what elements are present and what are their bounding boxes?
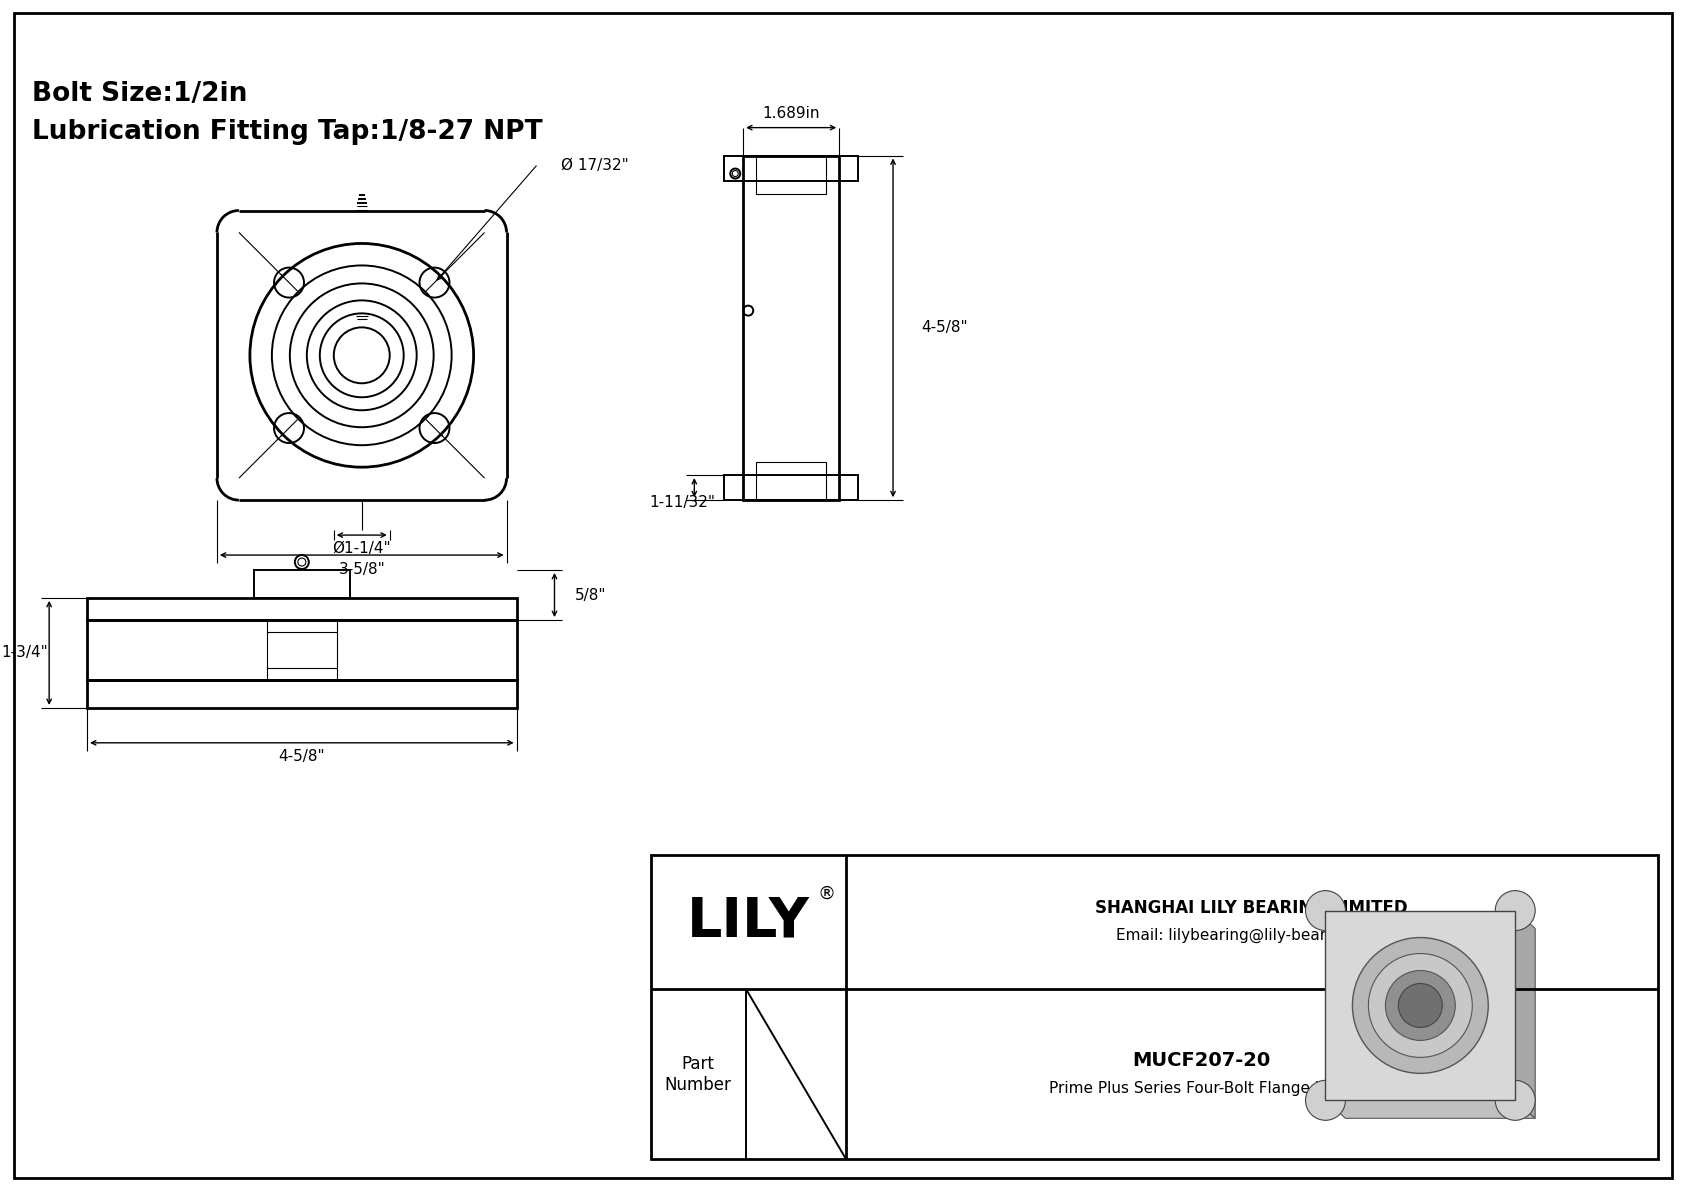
Text: Prime Plus Series Four-Bolt Flange Units: Prime Plus Series Four-Bolt Flange Units xyxy=(1049,1081,1354,1096)
Text: ®: ® xyxy=(817,885,835,903)
Bar xyxy=(88,621,517,680)
Bar xyxy=(88,680,517,707)
Polygon shape xyxy=(1516,911,1536,1118)
Bar xyxy=(88,598,517,621)
Text: 1-11/32": 1-11/32" xyxy=(650,495,716,510)
Text: 1-3/4": 1-3/4" xyxy=(0,646,47,661)
Text: Ø 17/32": Ø 17/32" xyxy=(561,158,630,173)
Circle shape xyxy=(1386,971,1455,1041)
Text: MUCF207-20: MUCF207-20 xyxy=(1133,1050,1271,1070)
Text: 3-5/8": 3-5/8" xyxy=(338,561,386,576)
Text: 1.689in: 1.689in xyxy=(763,106,820,121)
Text: 4-5/8": 4-5/8" xyxy=(921,320,968,336)
Circle shape xyxy=(1495,1080,1536,1121)
Bar xyxy=(756,462,827,500)
Circle shape xyxy=(1305,1080,1346,1121)
Circle shape xyxy=(1442,1027,1458,1045)
Circle shape xyxy=(1369,954,1472,1058)
Text: SHANGHAI LILY BEARING LIMITED: SHANGHAI LILY BEARING LIMITED xyxy=(1095,898,1408,917)
Circle shape xyxy=(1381,967,1399,985)
Bar xyxy=(743,156,839,500)
Circle shape xyxy=(1305,891,1346,930)
Text: LILY: LILY xyxy=(687,894,810,948)
Bar xyxy=(724,475,859,500)
Circle shape xyxy=(1442,967,1458,985)
Circle shape xyxy=(1495,891,1536,930)
Text: Lubrication Fitting Tap:1/8-27 NPT: Lubrication Fitting Tap:1/8-27 NPT xyxy=(32,119,542,144)
Text: Email: lilybearing@lily-bearing.com: Email: lilybearing@lily-bearing.com xyxy=(1116,928,1388,943)
Bar xyxy=(254,570,350,598)
Text: Bolt Size:1/2in: Bolt Size:1/2in xyxy=(32,81,248,107)
Bar xyxy=(756,156,827,193)
Bar xyxy=(652,855,1659,1159)
Text: 5/8": 5/8" xyxy=(574,587,606,603)
Text: Ø1-1/4": Ø1-1/4" xyxy=(332,541,391,555)
Circle shape xyxy=(1381,1027,1399,1045)
Text: 4-5/8": 4-5/8" xyxy=(278,749,325,765)
Text: Part
Number: Part Number xyxy=(665,1055,733,1093)
Circle shape xyxy=(1352,937,1489,1073)
Bar xyxy=(724,156,859,181)
Bar xyxy=(1325,911,1516,1100)
Circle shape xyxy=(1398,984,1442,1028)
Polygon shape xyxy=(1325,1100,1536,1118)
